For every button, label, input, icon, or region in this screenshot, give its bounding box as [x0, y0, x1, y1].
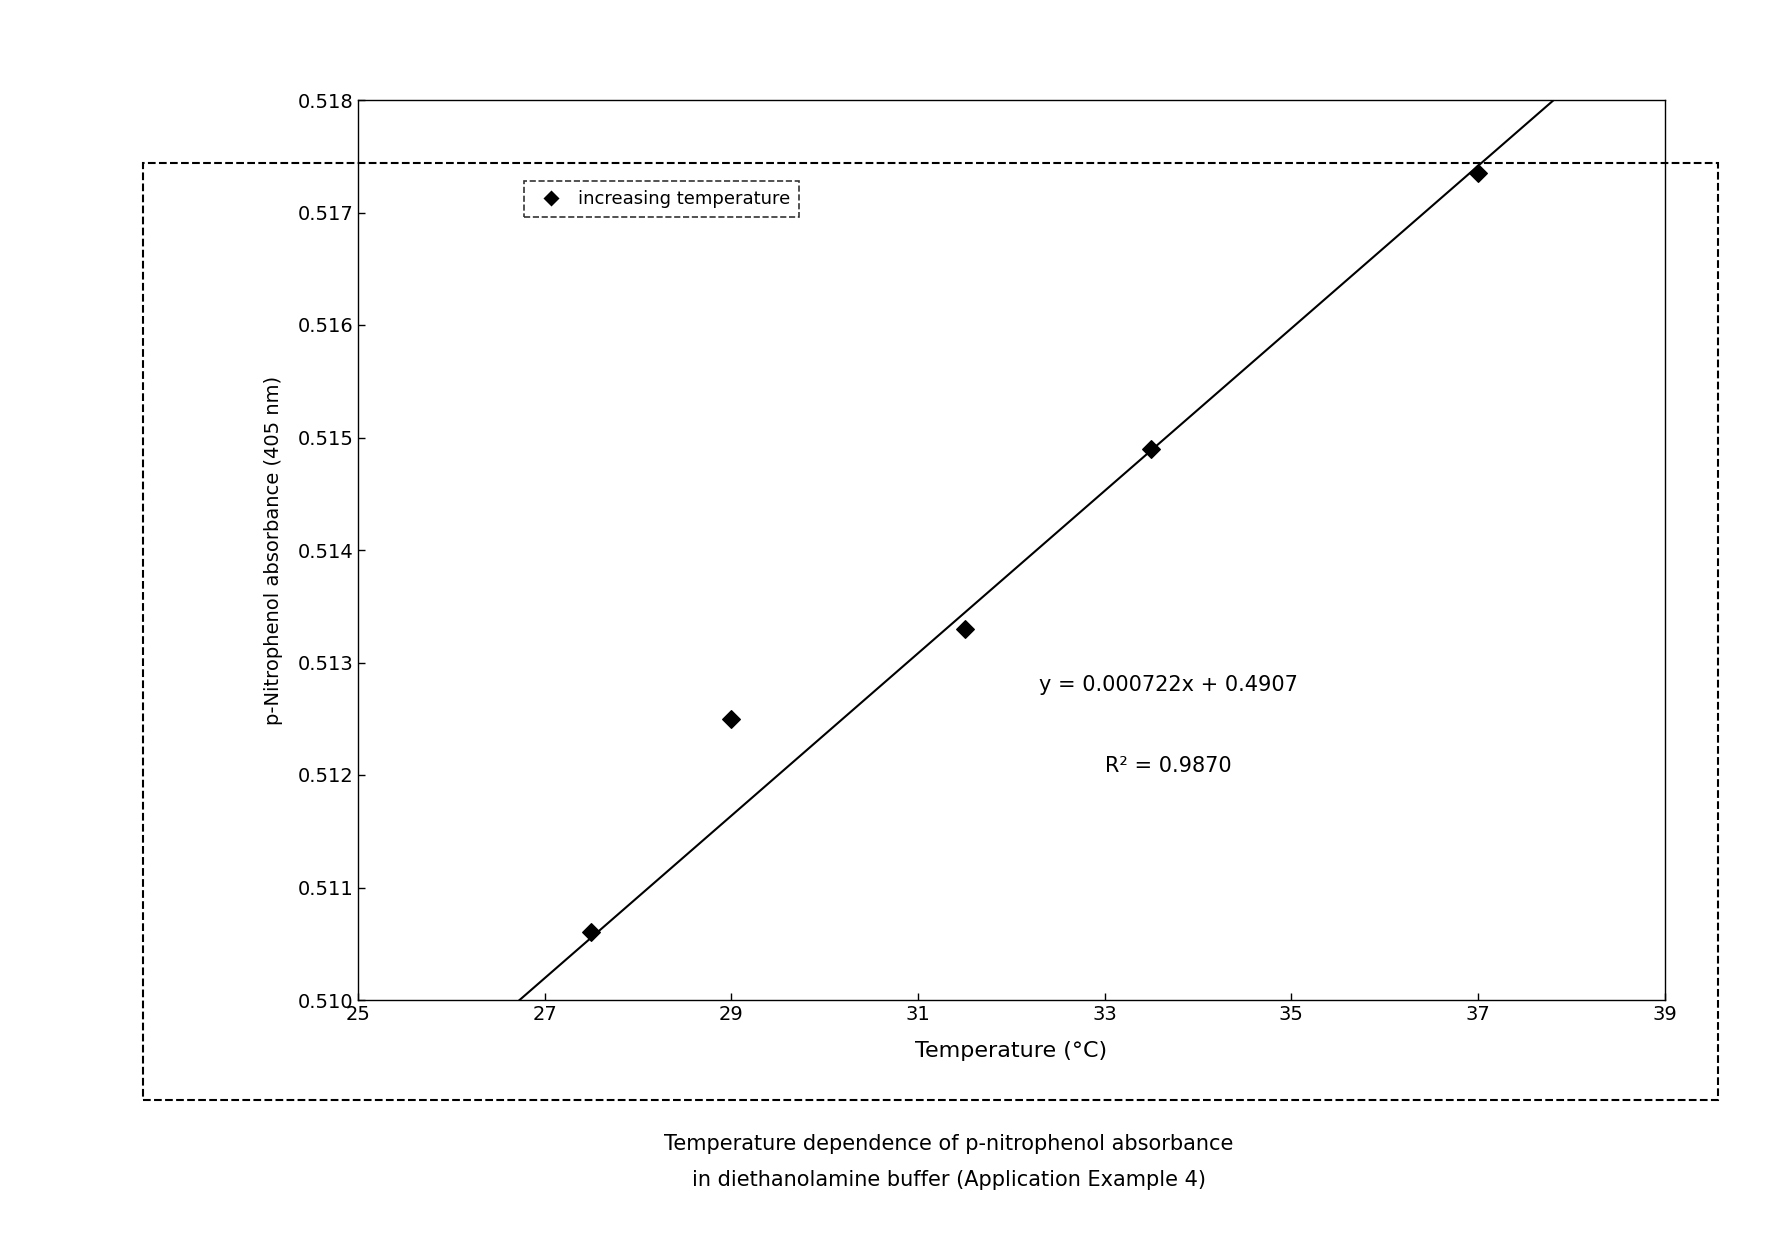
- Point: [1136, 439, 1165, 459]
- Text: R² = 0.9870: R² = 0.9870: [1104, 756, 1231, 776]
- Y-axis label: p-Nitrophenol absorbance (405 nm): p-Nitrophenol absorbance (405 nm): [265, 375, 283, 725]
- Text: Temperature dependence of p-nitrophenol absorbance
in diethanolamine buffer (App: Temperature dependence of p-nitrophenol …: [664, 1135, 1233, 1190]
- X-axis label: Temperature (°C): Temperature (°C): [914, 1040, 1107, 1060]
- Point: [717, 709, 746, 729]
- Point: [1463, 164, 1492, 184]
- Text: y = 0.000722x + 0.4907: y = 0.000722x + 0.4907: [1038, 675, 1297, 695]
- Point: [950, 619, 979, 639]
- Legend: increasing temperature: increasing temperature: [524, 181, 800, 218]
- Point: [576, 922, 605, 942]
